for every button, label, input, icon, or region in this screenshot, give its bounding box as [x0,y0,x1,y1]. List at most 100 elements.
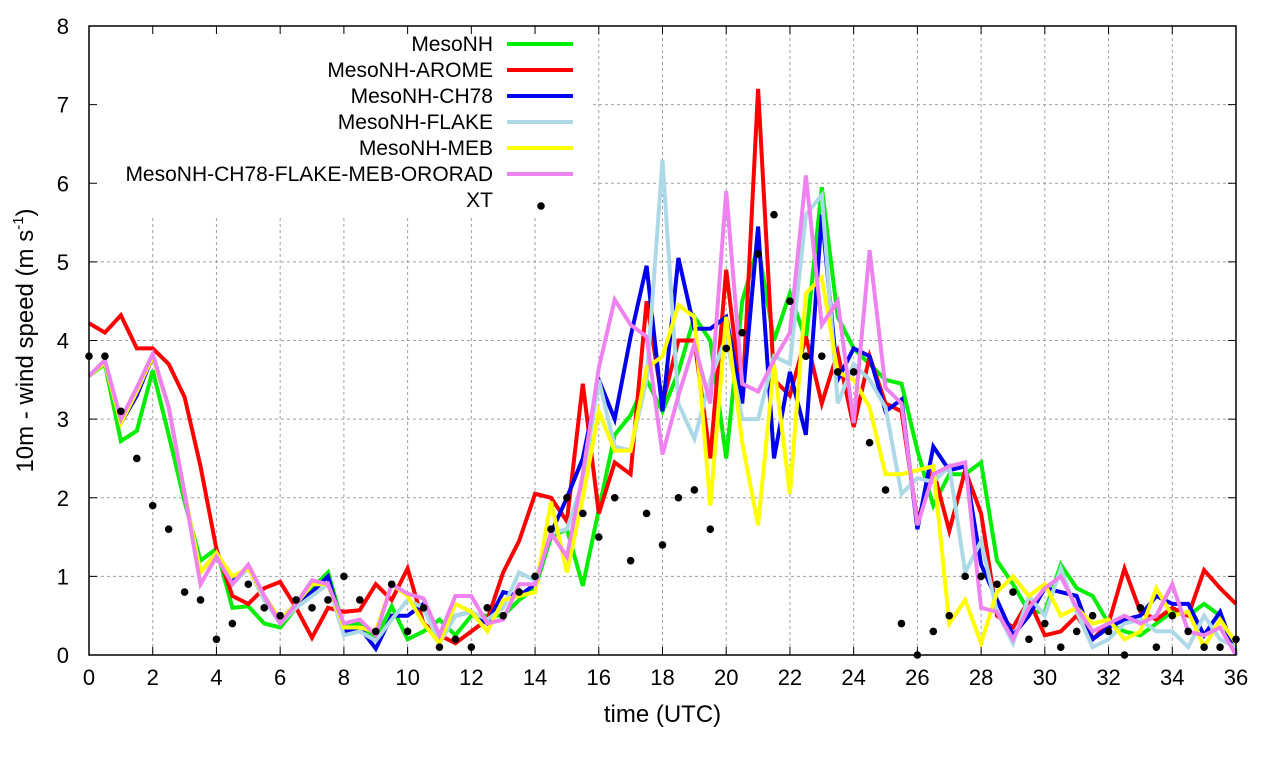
y-tick-label: 2 [57,486,69,511]
legend-item: XT [466,189,545,212]
data-point [833,368,842,376]
data-point [1216,643,1224,651]
y-tick-label: 8 [57,14,69,39]
series-line [87,175,1238,657]
data-point [738,328,746,337]
data-point [897,619,906,628]
grid [89,26,1236,655]
data-point [180,588,189,596]
data-point [1072,627,1081,636]
data-point [356,596,364,604]
data-point [929,627,938,636]
y-tick-label: 0 [57,643,69,668]
y-tick-label: 1 [57,564,69,589]
x-tick-label: 14 [523,665,547,690]
x-tick-label: 20 [714,665,738,690]
y-tick-label: 4 [57,329,69,354]
data-point [196,596,205,604]
data-point [164,525,173,533]
data-point [977,572,985,581]
data-point [563,493,571,502]
data-point [435,643,444,651]
data-point [244,580,253,589]
data-point [419,604,428,612]
data-point [1041,619,1049,628]
data-point [626,556,635,565]
legend-label: MesoNH [411,33,493,56]
data-point [706,525,715,533]
data-point [802,352,810,361]
data-point [579,509,587,518]
data-point [754,250,762,258]
data-point [499,611,507,620]
legend-item: MesoNH-MEB [359,137,573,160]
legend-swatch [537,202,545,210]
x-tick-label: 12 [459,665,483,690]
data-point [690,486,699,494]
x-tick-label: 4 [210,665,222,690]
series-layer [85,88,1240,659]
data-point [292,596,300,604]
legend-item: MesoNH [411,33,573,56]
data-point [324,596,332,604]
data-point [770,210,778,219]
data-point [610,493,619,502]
legend-label: MesoNH-MEB [359,137,493,160]
data-point [722,344,731,353]
data-point [276,611,284,620]
data-point [1009,588,1017,596]
legend-item: MesoNH-FLAKE [338,111,573,134]
data-point [594,533,603,541]
x-tick-label: 18 [650,665,674,690]
x-axis-label: time (UTC) [604,701,721,728]
y-axis-label-main: 10m - wind speed (m s [12,230,39,473]
data-point [1088,611,1097,620]
data-point [117,407,125,416]
data-point [642,509,651,518]
data-point [818,352,826,361]
data-point [658,541,667,549]
x-tick-label: 0 [83,665,95,690]
x-tick-label: 28 [969,665,993,690]
y-tick-label: 5 [57,250,69,275]
legend-label: XT [466,189,493,212]
data-point [260,604,269,612]
y-axis-label-close: ) [12,208,39,216]
data-point [228,619,237,628]
data-point [1152,643,1161,651]
data-point [961,572,969,581]
data-point [340,572,348,581]
data-point [881,486,890,494]
data-point [1136,604,1145,612]
x-tick-label: 24 [841,665,865,690]
axis-ticks: 0 2 4 6 8 10 12 14 16 18 20 22 24 26 28 30 32 34 360123456… [57,14,1248,690]
legend-label: MesoNH-CH78 [351,85,493,108]
x-tick-label: 8 [338,665,350,690]
x-tick-label: 36 [1224,665,1248,690]
data-point [865,438,874,447]
x-tick-label: 2 [147,665,159,690]
data-point [1184,627,1193,636]
data-point [148,501,157,510]
y-tick-label: 6 [57,171,69,196]
data-point [515,588,523,596]
x-tick-label: 16 [587,665,611,690]
legend: MesoNH MesoNH-AROME MesoNH-CH78 MesoNH-FLAK… [125,33,573,212]
y-tick-label: 3 [57,407,69,432]
data-point [1025,635,1033,644]
legend-item: MesoNH-CH78-FLAKE-MEB-ORORAD [125,163,573,186]
data-point [132,454,141,463]
x-tick-label: 30 [1033,665,1057,690]
data-point [945,611,954,620]
y-axis-label-superscript: -1 [10,216,27,229]
data-point [1200,643,1208,651]
data-point [547,525,555,533]
x-tick-label: 10 [395,665,419,690]
legend-label: MesoNH-CH78-FLAKE-MEB-ORORAD [125,163,493,186]
legend-label: MesoNH-FLAKE [338,111,493,134]
x-tick-label: 32 [1096,665,1120,690]
data-point [531,572,539,581]
data-point [387,580,396,589]
data-point [451,635,460,644]
